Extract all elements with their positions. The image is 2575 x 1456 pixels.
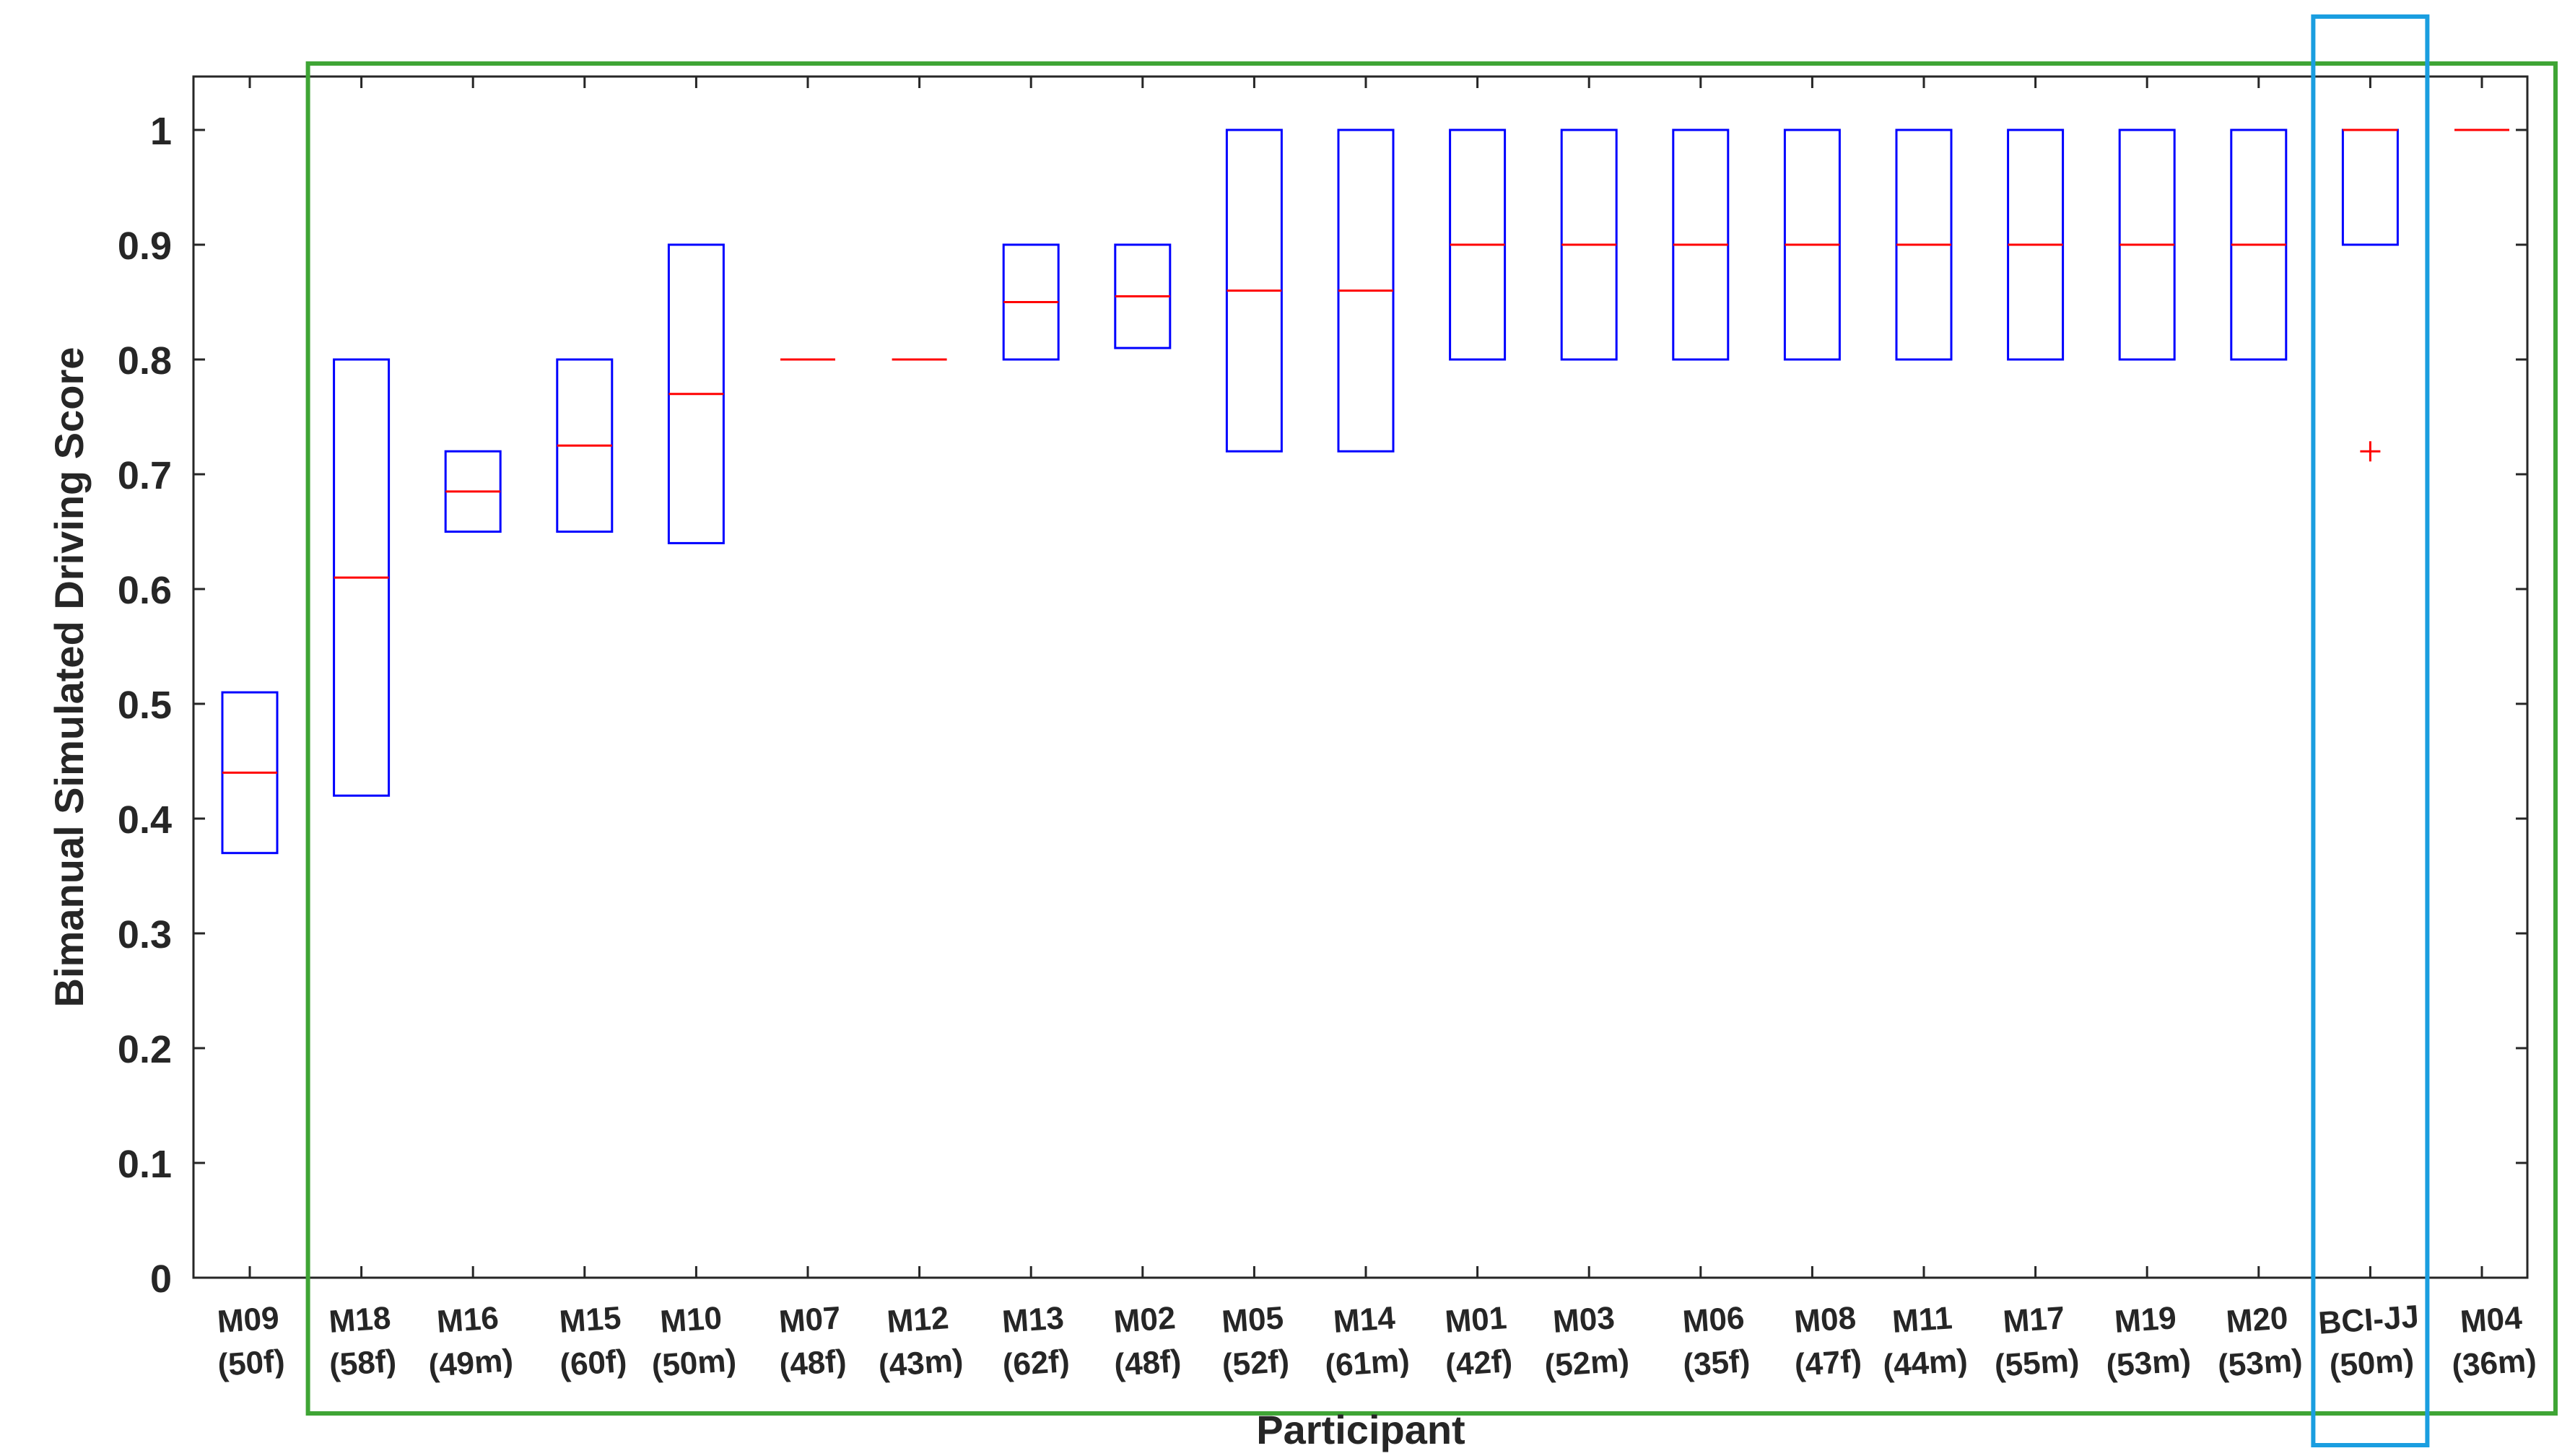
x-tick-label-info: (47f) xyxy=(1793,1343,1862,1383)
x-tick-label-id: M15 xyxy=(558,1300,622,1340)
x-tick-label-id: M06 xyxy=(1681,1300,1746,1340)
y-tick-label: 0.9 xyxy=(118,224,172,268)
x-tick-label-id: M17 xyxy=(2002,1300,2066,1340)
y-tick-label: 0.8 xyxy=(118,339,172,383)
x-tick-label-id: M07 xyxy=(777,1300,842,1340)
y-tick-label: 0.4 xyxy=(118,798,172,842)
y-axis-title: Bimanual Simulated Driving Score xyxy=(46,347,92,1008)
x-axis: M09(50f)M18(58f)M16(49m)M15(60f)M10(50m)… xyxy=(216,77,2537,1384)
x-tick-label-info: (50f) xyxy=(217,1343,286,1383)
x-tick-label-info: (61m) xyxy=(1324,1343,1411,1384)
box-BCI-JJ xyxy=(2341,128,2399,246)
x-tick-label-info: (52f) xyxy=(1221,1343,1290,1383)
x-tick-label-id: M19 xyxy=(2114,1300,2178,1340)
x-tick-label-id: M16 xyxy=(436,1300,500,1340)
x-tick-label-id: M08 xyxy=(1793,1300,1857,1340)
x-tick-label-info: (43m) xyxy=(877,1343,964,1384)
x-tick-label-info: (49m) xyxy=(427,1343,515,1384)
x-tick-label-id: M05 xyxy=(1221,1300,1285,1340)
x-tick-label-info: (50m) xyxy=(650,1343,738,1384)
x-tick-label-info: (48f) xyxy=(1113,1343,1182,1383)
x-tick-label-info: (55m) xyxy=(1993,1343,2081,1384)
group-highlight-box xyxy=(305,61,2558,1416)
x-tick-label-info: (62f) xyxy=(1001,1343,1071,1383)
x-tick-label-info: (42f) xyxy=(1445,1343,1514,1383)
x-tick-label-id: M18 xyxy=(328,1300,392,1340)
x-tick-label-id: M12 xyxy=(886,1300,950,1340)
x-tick-label-info: (53m) xyxy=(2217,1343,2304,1384)
x-tick-label-info: (50m) xyxy=(2328,1343,2415,1384)
x-tick-label-id: M11 xyxy=(1891,1300,1953,1340)
x-tick-label-id: M01 xyxy=(1444,1300,1508,1340)
x-tick-label-info: (44m) xyxy=(1882,1343,1969,1384)
x-tick-label-info: (58f) xyxy=(328,1343,398,1383)
y-tick-label: 0.3 xyxy=(118,913,172,956)
x-tick-label-info: (53m) xyxy=(2105,1343,2192,1384)
x-tick-label-info: (52m) xyxy=(1543,1343,1631,1384)
plot-area xyxy=(192,75,2529,1279)
x-tick-label-id: M14 xyxy=(1332,1300,1396,1340)
y-tick-label: 0.7 xyxy=(118,454,172,497)
x-axis-title: Participant xyxy=(1256,1407,1465,1452)
x-tick-label-info: (36m) xyxy=(2451,1343,2538,1384)
outlier-series xyxy=(2360,441,2381,462)
x-tick-label-id: M13 xyxy=(1001,1300,1066,1340)
annotation-boxes xyxy=(305,14,2558,1447)
x-tick-label-info: (35f) xyxy=(1682,1343,1751,1383)
x-tick-label-id: M02 xyxy=(1112,1300,1177,1340)
bci-jj-highlight-box xyxy=(2311,14,2430,1447)
x-tick-label-id: M03 xyxy=(1552,1300,1616,1340)
x-tick-label-id: M20 xyxy=(2225,1300,2289,1340)
y-axis: 0 0.1 0.2 0.3 0.4 0.5 0.6 0.7 0.8 0.9 1 xyxy=(118,110,2527,1301)
y-tick-label: 0.6 xyxy=(118,569,172,612)
box-series xyxy=(221,128,2509,855)
x-tick-label-info: (60f) xyxy=(559,1343,628,1383)
x-tick-label-info: (48f) xyxy=(778,1343,848,1383)
x-tick-label-id: M04 xyxy=(2459,1300,2523,1340)
y-tick-label: 0 xyxy=(150,1257,172,1301)
y-tick-label: 1 xyxy=(150,110,172,153)
x-tick-label-id: BCI-JJ xyxy=(2317,1299,2420,1341)
y-tick-label: 0.1 xyxy=(118,1143,172,1186)
y-tick-label: 0.2 xyxy=(118,1028,172,1071)
y-tick-label: 0.5 xyxy=(118,684,172,727)
outlier-marker xyxy=(2360,441,2381,462)
x-tick-label-id: M10 xyxy=(659,1300,723,1340)
x-tick-label-id: M09 xyxy=(216,1300,280,1340)
